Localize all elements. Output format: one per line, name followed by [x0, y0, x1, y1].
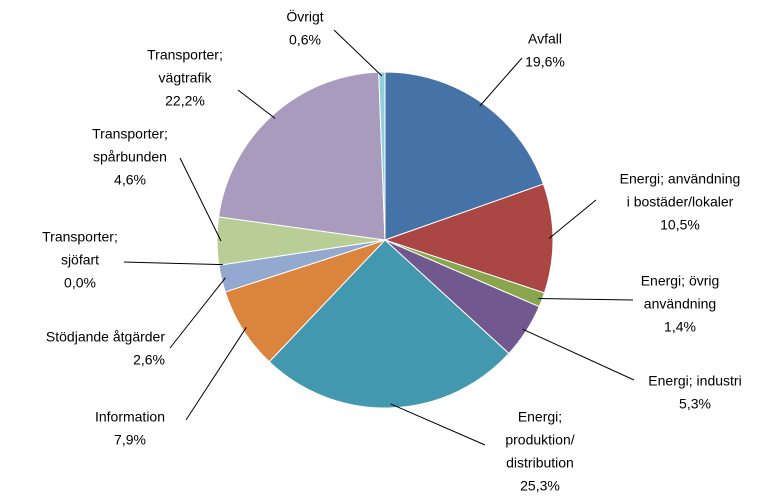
- pie-slice: [268, 239, 510, 409]
- slice-label: vägtrafik: [159, 70, 213, 86]
- slice-label: användning: [644, 296, 716, 312]
- slice-label: distribution: [506, 455, 574, 471]
- slice-label: Energi; övrig: [641, 273, 720, 289]
- value-label: 0,0%: [64, 275, 96, 291]
- leader-line: [522, 328, 635, 381]
- value-label: 7,9%: [114, 432, 146, 448]
- pie-slice: [218, 71, 386, 241]
- leader-line: [185, 327, 247, 421]
- slice-label: Övrigt: [286, 8, 323, 25]
- leader-line: [333, 29, 383, 77]
- leader-line: [538, 297, 634, 301]
- slice-label: spårbunden: [93, 149, 167, 165]
- value-label: 19,6%: [525, 54, 565, 70]
- value-label: 5,3%: [679, 396, 711, 412]
- leader-line: [169, 277, 226, 349]
- leader-line: [123, 261, 223, 266]
- slice-label: i bostäder/lokaler: [627, 194, 734, 210]
- slice-label: Transporter;: [42, 229, 118, 245]
- leader-line: [390, 403, 486, 446]
- slice-label: Energi; användning: [620, 171, 741, 187]
- slice-label: Transporter;: [92, 126, 168, 142]
- value-label: 1,4%: [664, 319, 696, 335]
- slice-label: Energi; industri: [648, 373, 741, 389]
- slice-label: Avfall: [528, 31, 562, 47]
- value-label: 2,6%: [133, 352, 165, 368]
- value-label: 25,3%: [520, 478, 560, 494]
- value-label: 0,6%: [289, 32, 321, 48]
- slice-label: Energi;: [518, 409, 562, 425]
- value-label: 22,2%: [165, 93, 205, 109]
- slice-label: produktion/: [505, 432, 574, 448]
- leader-line: [548, 199, 597, 239]
- leader-line: [479, 57, 523, 107]
- value-label: 10,5%: [660, 217, 700, 233]
- pie-slice: [383, 183, 554, 294]
- pie-slice: [378, 71, 386, 241]
- slice-label: Transporter;: [147, 47, 223, 63]
- slice-label: Stödjande åtgärder: [46, 329, 165, 345]
- leader-line: [179, 157, 222, 242]
- value-label: 4,6%: [114, 172, 146, 188]
- slice-label: sjöfart: [61, 252, 99, 268]
- leader-line: [237, 89, 276, 119]
- slice-label: Information: [95, 409, 165, 425]
